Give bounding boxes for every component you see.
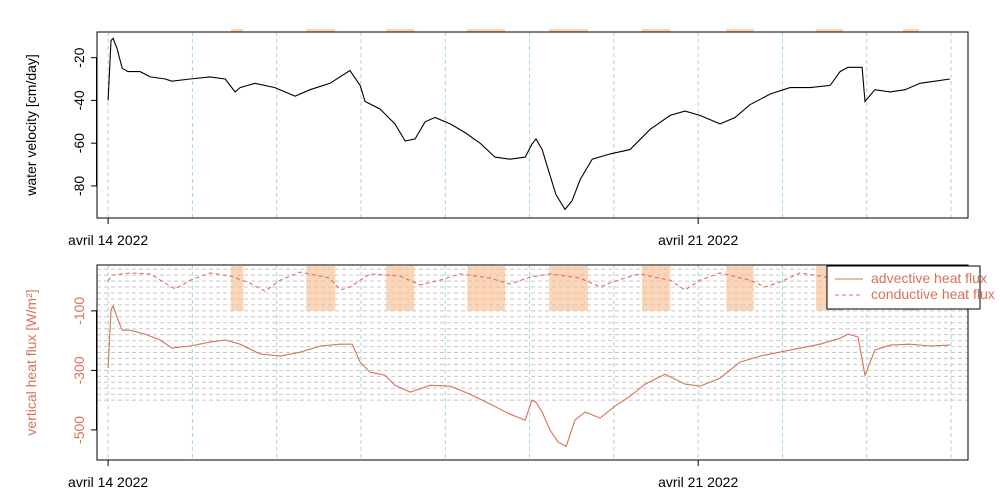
- y-tick-label: -300: [71, 356, 87, 384]
- y-tick-label: -100: [71, 297, 87, 325]
- legend-label: advective heat flux: [871, 270, 987, 286]
- shaded-period: [386, 266, 415, 311]
- shaded-period: [903, 29, 919, 32]
- shaded-period: [231, 29, 244, 32]
- data-line: [107, 304, 950, 448]
- shaded-period: [306, 266, 336, 311]
- data-line: [107, 37, 950, 211]
- shaded-period: [549, 266, 588, 311]
- shaded-period: [467, 266, 505, 311]
- y-tick-label: -80: [71, 176, 87, 196]
- shaded-period: [641, 29, 671, 32]
- y-tick-label: -500: [71, 416, 87, 444]
- legend-box: [826, 265, 981, 310]
- shaded-period: [467, 29, 505, 32]
- shaded-period: [816, 29, 844, 32]
- x-tick-label: avril 14 2022: [68, 232, 148, 248]
- shaded-period: [306, 29, 336, 32]
- shaded-period: [549, 29, 588, 32]
- y-axis-label: vertical heat flux [W/m²]: [23, 289, 39, 435]
- shaded-period: [726, 29, 754, 32]
- y-axis-label: water velocity [cm/day]: [23, 54, 39, 197]
- shaded-period: [231, 266, 244, 311]
- data-line: [107, 271, 831, 292]
- y-tick-label: -20: [71, 47, 87, 67]
- legend-label: conductive heat flux: [871, 286, 995, 302]
- shaded-period: [726, 266, 754, 311]
- y-tick-label: -60: [71, 133, 87, 153]
- shaded-period: [386, 29, 415, 32]
- x-tick-label: avril 14 2022: [68, 474, 148, 490]
- plot-frame: [96, 31, 969, 219]
- shaded-period: [641, 266, 671, 311]
- x-tick-label: avril 21 2022: [658, 474, 738, 490]
- x-tick-label: avril 21 2022: [658, 232, 738, 248]
- y-tick-label: -40: [71, 90, 87, 110]
